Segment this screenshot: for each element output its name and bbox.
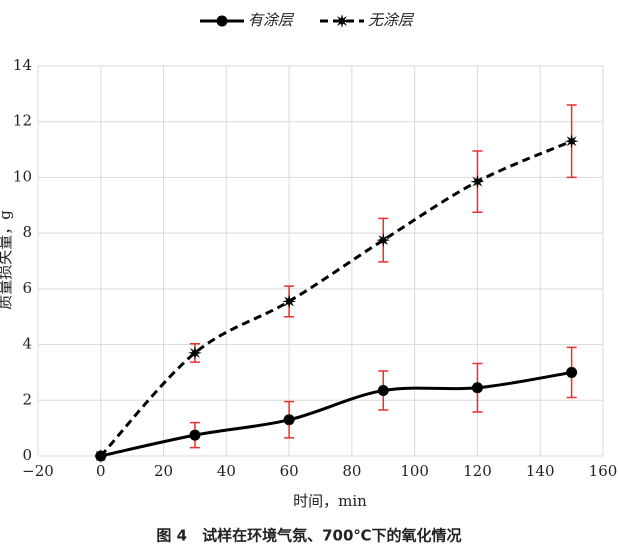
y-tick-label: 14 (13, 56, 32, 74)
x-tick-label: 160 (589, 462, 618, 480)
marker (189, 429, 201, 441)
y-tick-label: 4 (22, 335, 32, 353)
y-tick-label: 12 (13, 112, 32, 130)
series-line (99, 139, 573, 458)
x-tick-label: 0 (96, 462, 106, 480)
x-axis-label: 时间，min (293, 492, 367, 510)
x-tick-label: 120 (463, 462, 492, 480)
series-line (100, 370, 572, 458)
y-tick-label: 8 (22, 223, 32, 241)
marker (377, 385, 389, 397)
legend-marker (216, 15, 228, 27)
y-tick-label: 0 (22, 446, 32, 464)
legend-label: 有涂层 (248, 11, 295, 29)
legend-marker (335, 14, 349, 28)
marker (187, 345, 202, 360)
x-tick-label: 20 (154, 462, 173, 480)
marker (376, 233, 391, 248)
caption: 图 4 试样在环境气氛、700℃下的氧化情况 (156, 527, 461, 545)
marker (471, 382, 483, 394)
x-tick-label: 80 (342, 462, 361, 480)
legend-label: 无涂层 (368, 11, 415, 29)
marker (283, 414, 295, 426)
marker (282, 294, 297, 309)
y-tick-label: 10 (13, 167, 32, 185)
x-tick-label: 60 (280, 462, 299, 480)
marker (470, 174, 485, 189)
marker (566, 366, 578, 378)
y-axis-label: 质量损失量，g (0, 210, 14, 310)
x-tick-label: 40 (217, 462, 236, 480)
y-tick-label: 2 (22, 390, 32, 408)
marker (564, 134, 579, 149)
marker (93, 449, 108, 463)
x-tick-label: −20 (22, 462, 54, 480)
x-tick-label: 100 (400, 462, 429, 480)
y-tick-label: 6 (22, 279, 32, 297)
x-tick-label: 140 (526, 462, 555, 480)
